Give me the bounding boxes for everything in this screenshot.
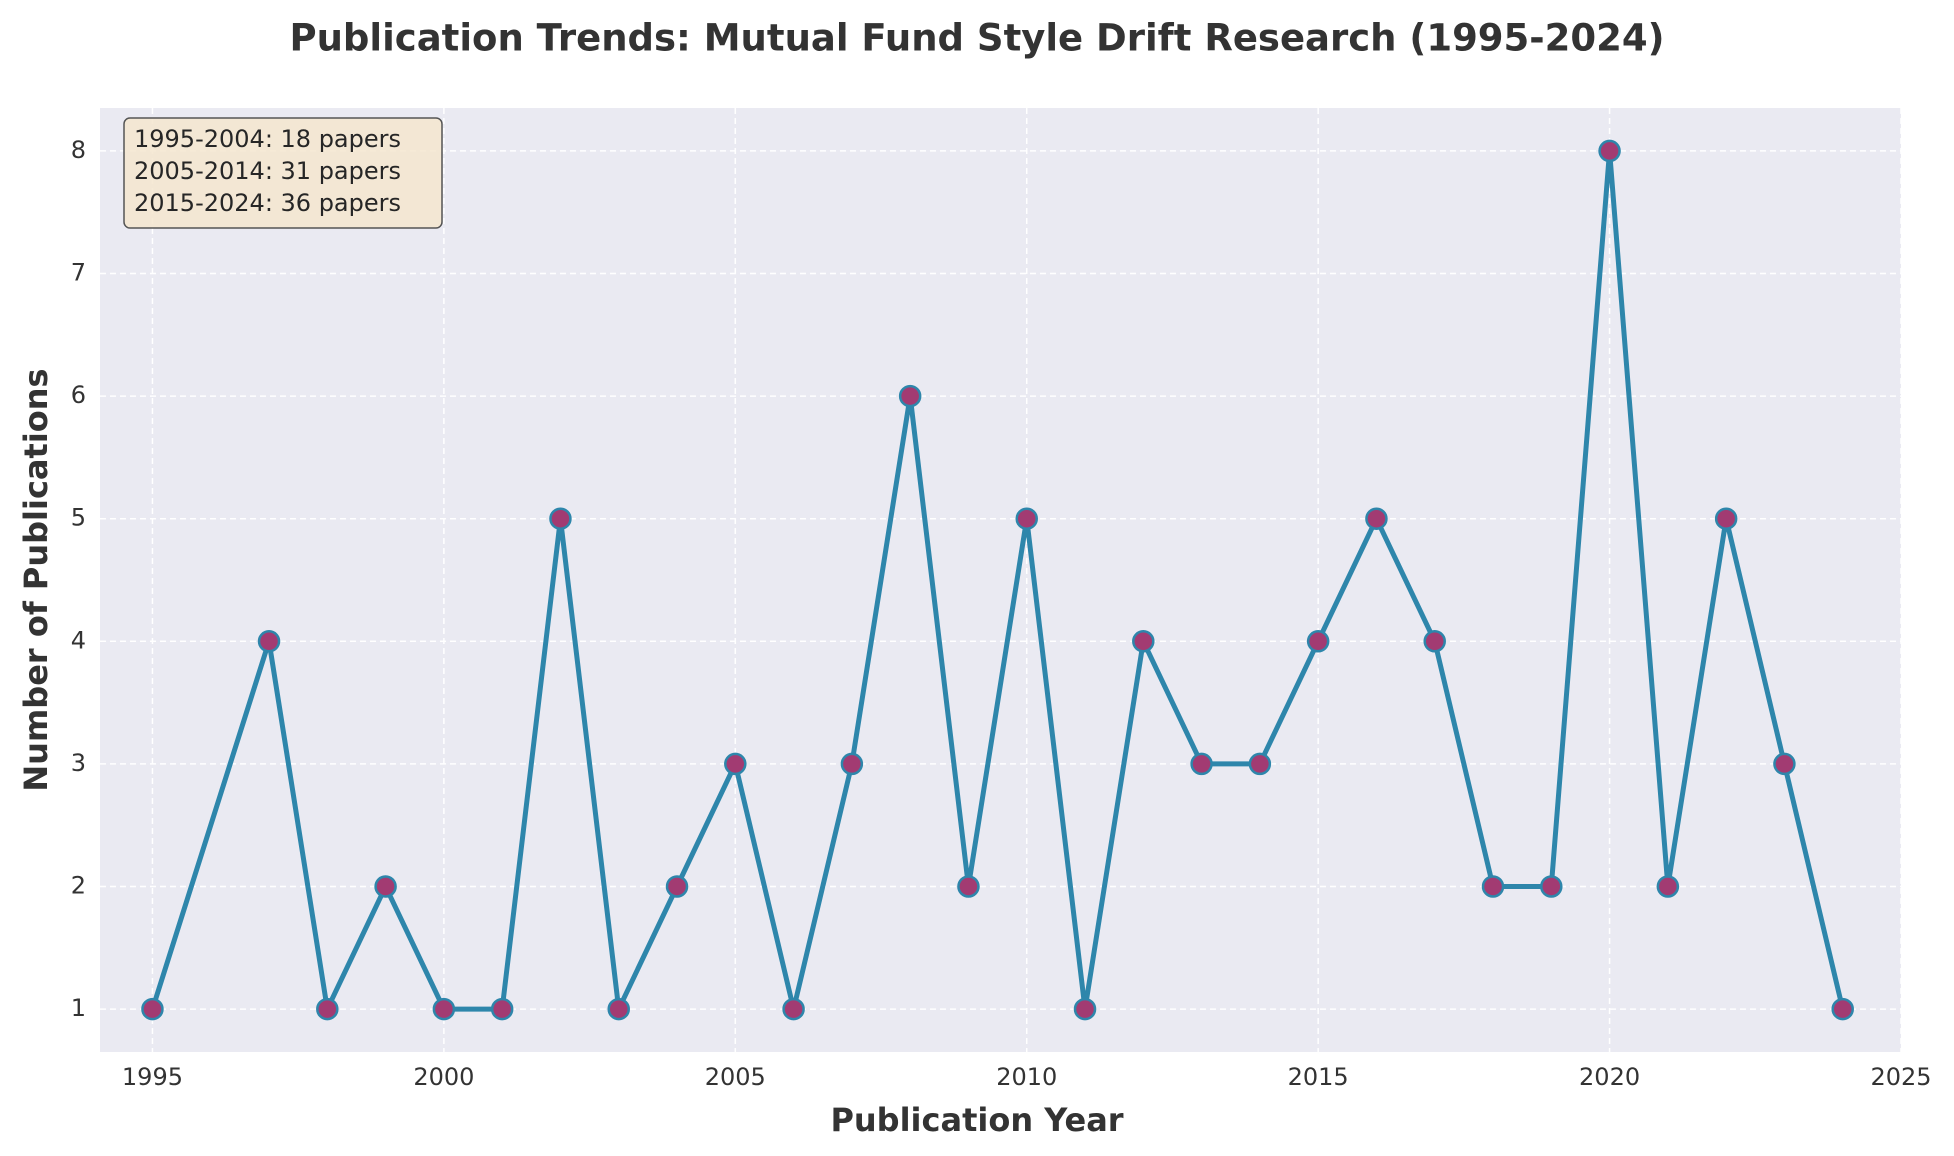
data-point <box>549 507 572 530</box>
data-point <box>141 997 164 1021</box>
data-point <box>1248 752 1272 776</box>
y-tick-label: 2 <box>71 871 86 899</box>
plot-area <box>100 108 1901 1052</box>
data-point <box>1598 139 1621 163</box>
annotation-line: 1995-2004: 18 papers <box>134 125 401 153</box>
data-point <box>490 997 514 1021</box>
data-point <box>665 875 689 898</box>
data-point <box>957 875 980 898</box>
x-tick-label: 2005 <box>705 1063 766 1091</box>
y-tick-label: 5 <box>71 504 86 532</box>
annotation-box <box>123 117 443 229</box>
x-tick-label: 1995 <box>122 1063 183 1091</box>
x-tick-label: 2025 <box>1870 1063 1931 1091</box>
data-point <box>1306 630 1330 653</box>
data-point <box>316 997 339 1021</box>
data-point <box>1073 997 1097 1021</box>
chart-title: Publication Trends: Mutual Fund Style Dr… <box>289 17 1664 60</box>
y-tick-label: 7 <box>71 259 86 287</box>
data-point <box>782 997 805 1021</box>
data-point <box>840 752 864 776</box>
data-point <box>1540 875 1563 898</box>
y-tick-label: 6 <box>71 381 86 409</box>
data-point <box>1773 752 1796 776</box>
x-axis-label: Publication Year <box>830 1101 1123 1139</box>
data-point <box>1481 875 1505 898</box>
annotation-line: 2015-2024: 36 papers <box>134 189 401 217</box>
y-tick-label: 1 <box>71 994 86 1022</box>
data-point <box>1190 752 1213 776</box>
annotation-line: 2005-2014: 31 papers <box>134 157 401 185</box>
data-point <box>432 997 456 1021</box>
data-point <box>1656 875 1680 898</box>
x-tick-label: 2015 <box>1288 1063 1349 1091</box>
x-tick-label: 2010 <box>996 1063 1057 1091</box>
y-tick-label: 8 <box>71 136 86 164</box>
data-point <box>374 875 397 898</box>
data-point <box>1015 507 1038 530</box>
y-tick-label: 3 <box>71 749 86 777</box>
y-axis-label: Number of Publications <box>17 368 55 791</box>
data-point <box>1365 507 1388 530</box>
data-point <box>1714 507 1738 530</box>
y-tick-label: 4 <box>71 626 86 654</box>
data-point <box>724 752 747 776</box>
data-point <box>257 630 281 653</box>
x-tick-label: 2020 <box>1579 1063 1640 1091</box>
data-point <box>1423 630 1446 653</box>
data-point <box>1132 630 1155 653</box>
data-point <box>1831 997 1854 1021</box>
data-point <box>607 997 630 1021</box>
data-point <box>898 384 922 408</box>
x-tick-label: 2000 <box>413 1063 474 1091</box>
